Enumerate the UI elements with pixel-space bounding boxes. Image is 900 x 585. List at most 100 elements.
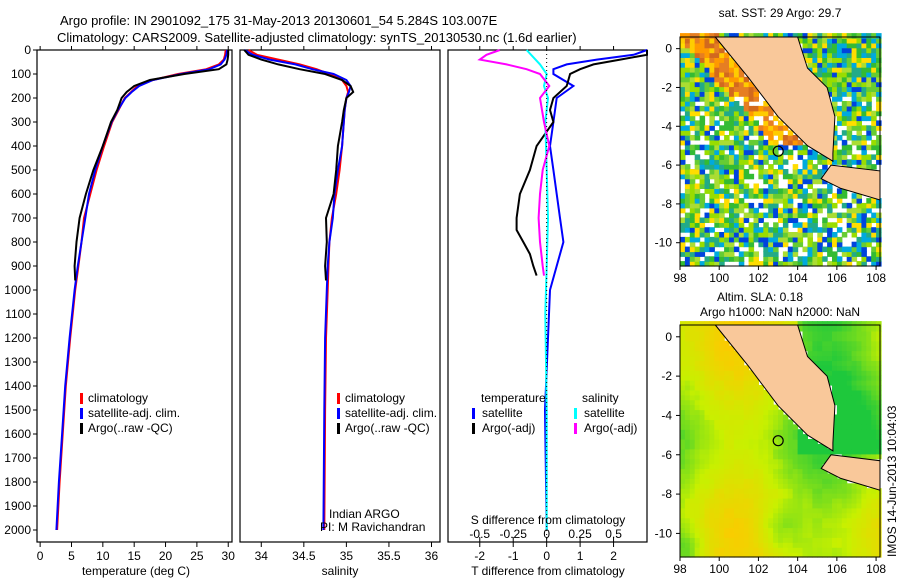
map-cell <box>714 532 720 538</box>
map-cell <box>876 360 882 366</box>
map-cell <box>729 483 735 489</box>
map-cell <box>680 159 686 165</box>
map-cell <box>724 463 730 470</box>
map-cell <box>773 130 779 136</box>
map-cell <box>719 154 725 160</box>
map-cell <box>714 370 720 376</box>
map-cell <box>807 453 813 460</box>
map-cell <box>738 321 745 327</box>
legend-swatch <box>574 408 577 419</box>
map-cell <box>871 57 877 63</box>
map-cell <box>699 261 706 267</box>
map-cell <box>812 468 818 474</box>
map-cell <box>782 321 789 327</box>
map-cell <box>694 389 701 396</box>
map-cell <box>846 552 853 558</box>
map-cell <box>802 246 808 253</box>
map-cell <box>724 385 730 391</box>
map-cell <box>704 443 710 450</box>
map-cell <box>724 458 730 465</box>
map-cell <box>714 42 720 49</box>
map-cell <box>680 345 686 352</box>
map-cell <box>871 345 877 352</box>
map-cell <box>724 62 730 68</box>
map-cell <box>680 522 686 529</box>
map-cell <box>832 38 838 44</box>
map-cell <box>689 105 696 112</box>
map-cell <box>876 81 882 88</box>
map-cell <box>758 125 764 131</box>
map-cell <box>719 169 725 175</box>
map-cell <box>851 159 858 165</box>
map-cell <box>876 380 882 386</box>
map-cell <box>861 375 867 381</box>
map-cell <box>812 330 818 337</box>
map-cell <box>729 256 735 262</box>
map-cell <box>871 404 877 411</box>
map-cell <box>704 394 710 401</box>
map-cell <box>709 547 715 553</box>
map-cell <box>699 81 706 88</box>
map-cell <box>743 110 750 117</box>
map-cell <box>782 478 789 484</box>
map-cell <box>748 91 755 97</box>
map-cell <box>704 86 710 92</box>
map-cell <box>773 439 779 445</box>
map-cell <box>719 81 725 88</box>
map-cell <box>861 385 867 391</box>
lon-tick-label: 102 <box>748 562 768 576</box>
map-cell <box>714 159 720 165</box>
map-cell <box>866 547 872 553</box>
map-cell <box>856 236 862 243</box>
map-cell <box>866 52 872 58</box>
map-cell <box>719 552 725 558</box>
map-cell <box>689 542 696 548</box>
map-cell <box>753 419 759 425</box>
map-cell <box>719 419 725 425</box>
map-cell <box>846 443 853 450</box>
map-cell <box>832 321 838 327</box>
y-tick-label: 1100 <box>5 307 31 321</box>
map-cell <box>684 385 691 391</box>
map-cell <box>782 256 789 262</box>
map-cell <box>866 409 872 415</box>
map-cell <box>738 507 745 514</box>
map-cell <box>802 202 808 209</box>
map-cell <box>802 330 808 337</box>
map-cell <box>861 483 867 489</box>
map-cell <box>846 498 853 504</box>
map-cell <box>733 370 740 376</box>
map-cell <box>758 424 764 430</box>
map-cell <box>851 330 858 337</box>
map-cell <box>792 502 799 509</box>
map-cell <box>866 256 872 262</box>
map-cell <box>871 547 877 553</box>
map-cell <box>753 473 759 479</box>
map-cell <box>866 164 872 170</box>
map-cell <box>694 360 701 366</box>
map-cell <box>714 488 720 494</box>
map-cell <box>743 404 750 411</box>
map-cell <box>827 335 833 342</box>
map-cell <box>704 256 710 262</box>
map-cell <box>733 193 740 199</box>
map-cell <box>861 443 867 450</box>
legend-swatch <box>80 408 83 419</box>
map-cell <box>709 67 715 73</box>
map-cell <box>866 91 872 97</box>
map-cell <box>680 321 686 327</box>
map-cell <box>709 478 715 484</box>
map-cell <box>738 241 745 248</box>
map-cell <box>748 188 755 194</box>
map-cell <box>689 52 696 58</box>
map-cell <box>768 473 774 479</box>
map-cell <box>778 458 784 465</box>
map-cell <box>827 345 833 352</box>
legend-label: climatology <box>345 391 405 405</box>
map-cell <box>714 321 720 327</box>
map-cell <box>812 241 818 248</box>
map-cell <box>802 164 808 170</box>
map-cell <box>689 365 696 371</box>
map-cell <box>876 67 882 73</box>
map-cell <box>861 552 867 558</box>
